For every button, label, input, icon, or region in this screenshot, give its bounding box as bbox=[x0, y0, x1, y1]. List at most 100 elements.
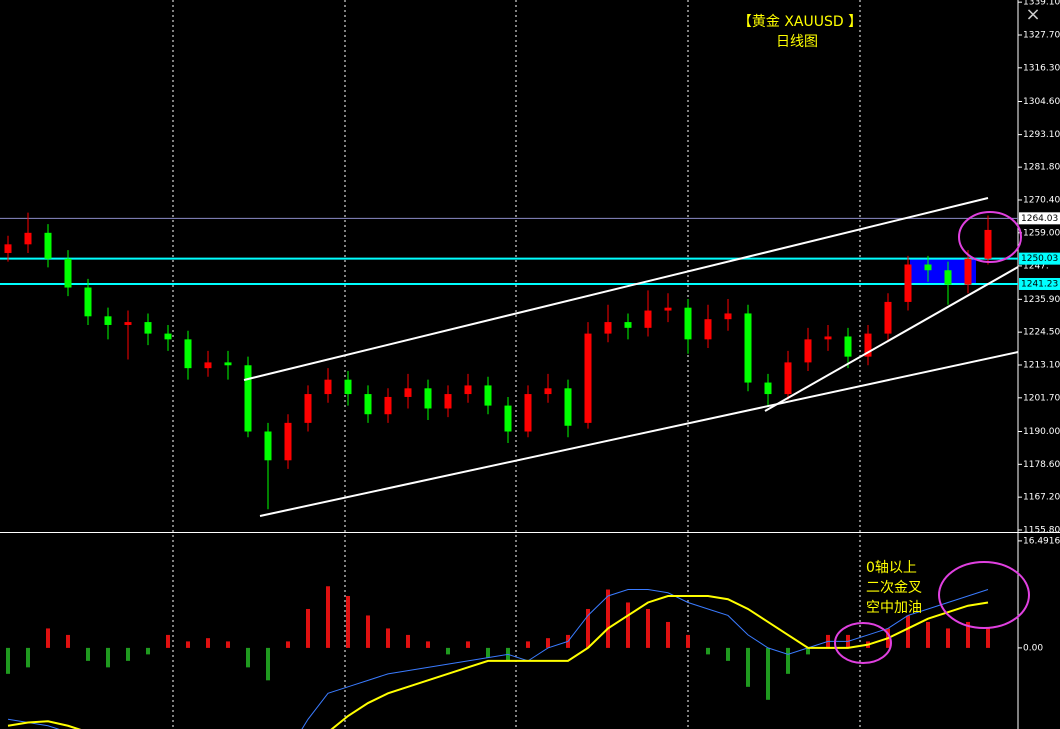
macd-bar bbox=[726, 647, 730, 661]
macd-bar bbox=[106, 647, 110, 668]
candle-body bbox=[24, 232, 32, 245]
macd-bar bbox=[746, 647, 750, 687]
macd-bar bbox=[666, 621, 670, 648]
candle-body bbox=[144, 322, 152, 334]
macd-bar bbox=[906, 615, 910, 648]
macd-bar bbox=[446, 647, 450, 655]
candle-body bbox=[544, 388, 552, 395]
close-button[interactable]: × bbox=[1025, 4, 1040, 25]
candle-body bbox=[684, 307, 692, 340]
y-tick-label: 1259.00 bbox=[1023, 228, 1060, 238]
candle-body bbox=[324, 379, 332, 395]
y-tick-label: 1304.60 bbox=[1023, 97, 1060, 107]
y-tick-label: 1178.60 bbox=[1023, 460, 1060, 470]
macd-bar bbox=[66, 634, 70, 648]
time-grid bbox=[172, 0, 861, 729]
candle-body bbox=[944, 270, 952, 285]
candle-body bbox=[484, 385, 492, 406]
y-tick-label: 1201.70 bbox=[1023, 393, 1060, 403]
y-tick-label: 0.00 bbox=[1023, 643, 1043, 653]
candle-body bbox=[644, 310, 652, 328]
candle-body bbox=[844, 336, 852, 357]
macd-line bbox=[7, 594, 989, 729]
candle-body bbox=[804, 339, 812, 363]
chart-title: 【黄金 XAUUSD 】 bbox=[738, 13, 862, 30]
candle-body bbox=[444, 394, 452, 409]
candle-body bbox=[284, 422, 292, 461]
candle-body bbox=[904, 264, 912, 302]
candle-body bbox=[664, 307, 672, 311]
highlight-ellipses bbox=[834, 211, 1030, 664]
annotation: 空中加油 bbox=[866, 600, 922, 616]
candle-body bbox=[84, 287, 92, 317]
candle-body bbox=[344, 379, 352, 395]
macd-bar bbox=[486, 647, 490, 658]
candle-body bbox=[884, 301, 892, 334]
y-tick-label: 1339.10 bbox=[1023, 0, 1060, 8]
y-tick-label: 1235.90 bbox=[1023, 295, 1060, 305]
candle-body bbox=[584, 333, 592, 423]
candle-body bbox=[824, 336, 832, 340]
macd-panel bbox=[6, 586, 990, 729]
macd-line bbox=[7, 589, 989, 729]
macd-bar bbox=[186, 641, 190, 648]
macd-bar bbox=[466, 641, 470, 648]
y-tick-label: 16.4916 bbox=[1023, 536, 1060, 546]
macd-bar bbox=[626, 602, 630, 648]
macd-bar bbox=[166, 634, 170, 648]
candle-body bbox=[624, 322, 632, 328]
candle-body bbox=[64, 258, 72, 288]
macd-bar bbox=[86, 647, 90, 661]
price-label-box bbox=[1019, 252, 1060, 265]
candle-body bbox=[224, 362, 232, 366]
macd-bar bbox=[986, 628, 990, 648]
macd-bar bbox=[706, 647, 710, 655]
macd-bar bbox=[246, 647, 250, 668]
y-tick-label: 1327.70 bbox=[1023, 30, 1060, 40]
candle-body bbox=[4, 244, 12, 253]
candle-body bbox=[984, 229, 992, 259]
macd-bar bbox=[546, 638, 550, 648]
macd-bar bbox=[806, 647, 810, 655]
price-label: 1264.03 bbox=[1021, 214, 1058, 224]
y-tick-label: 1281.80 bbox=[1023, 163, 1060, 173]
macd-bar bbox=[786, 647, 790, 674]
macd-bar bbox=[926, 621, 930, 648]
candle-body bbox=[924, 264, 932, 271]
candle-body bbox=[384, 396, 392, 415]
candle-body bbox=[104, 316, 112, 325]
candle-body bbox=[464, 385, 472, 395]
macd-bar bbox=[6, 647, 10, 674]
y-tick-label: 1293.10 bbox=[1023, 130, 1060, 140]
candle-body bbox=[564, 388, 572, 426]
macd-bar bbox=[286, 641, 290, 648]
candle-body bbox=[124, 322, 132, 325]
chart-subtitle: 日线图 bbox=[776, 34, 818, 50]
macd-bar bbox=[346, 595, 350, 648]
price-panel: 1339.10 1327.70 1316.30 1304.60 1293.10 1281.… bbox=[0, 0, 1060, 535]
y-tick-label: 1155.80 bbox=[1023, 525, 1060, 535]
macd-bar bbox=[946, 628, 950, 648]
macd-bar bbox=[686, 634, 690, 648]
price-label: 1241.23 bbox=[1021, 279, 1058, 289]
candle-body bbox=[264, 431, 272, 461]
candle-body bbox=[424, 388, 432, 409]
macd-bar bbox=[966, 621, 970, 648]
macd-bar bbox=[406, 634, 410, 648]
candle-body bbox=[404, 388, 412, 397]
macd-bar bbox=[46, 628, 50, 648]
candle-body bbox=[44, 232, 52, 259]
price-label-box bbox=[1019, 277, 1060, 290]
macd-bar bbox=[586, 608, 590, 648]
macd-bar bbox=[266, 647, 270, 681]
y-tick-label: 1190.00 bbox=[1023, 427, 1060, 437]
macd-bar bbox=[126, 647, 130, 661]
macd-bar bbox=[206, 638, 210, 648]
candle-body bbox=[964, 258, 972, 285]
y-tick-label: 1316.30 bbox=[1023, 63, 1060, 73]
candle-body bbox=[164, 333, 172, 340]
y-tick-label: 1270.40 bbox=[1023, 195, 1060, 205]
candle-body bbox=[724, 313, 732, 320]
macd-bar bbox=[306, 608, 310, 648]
